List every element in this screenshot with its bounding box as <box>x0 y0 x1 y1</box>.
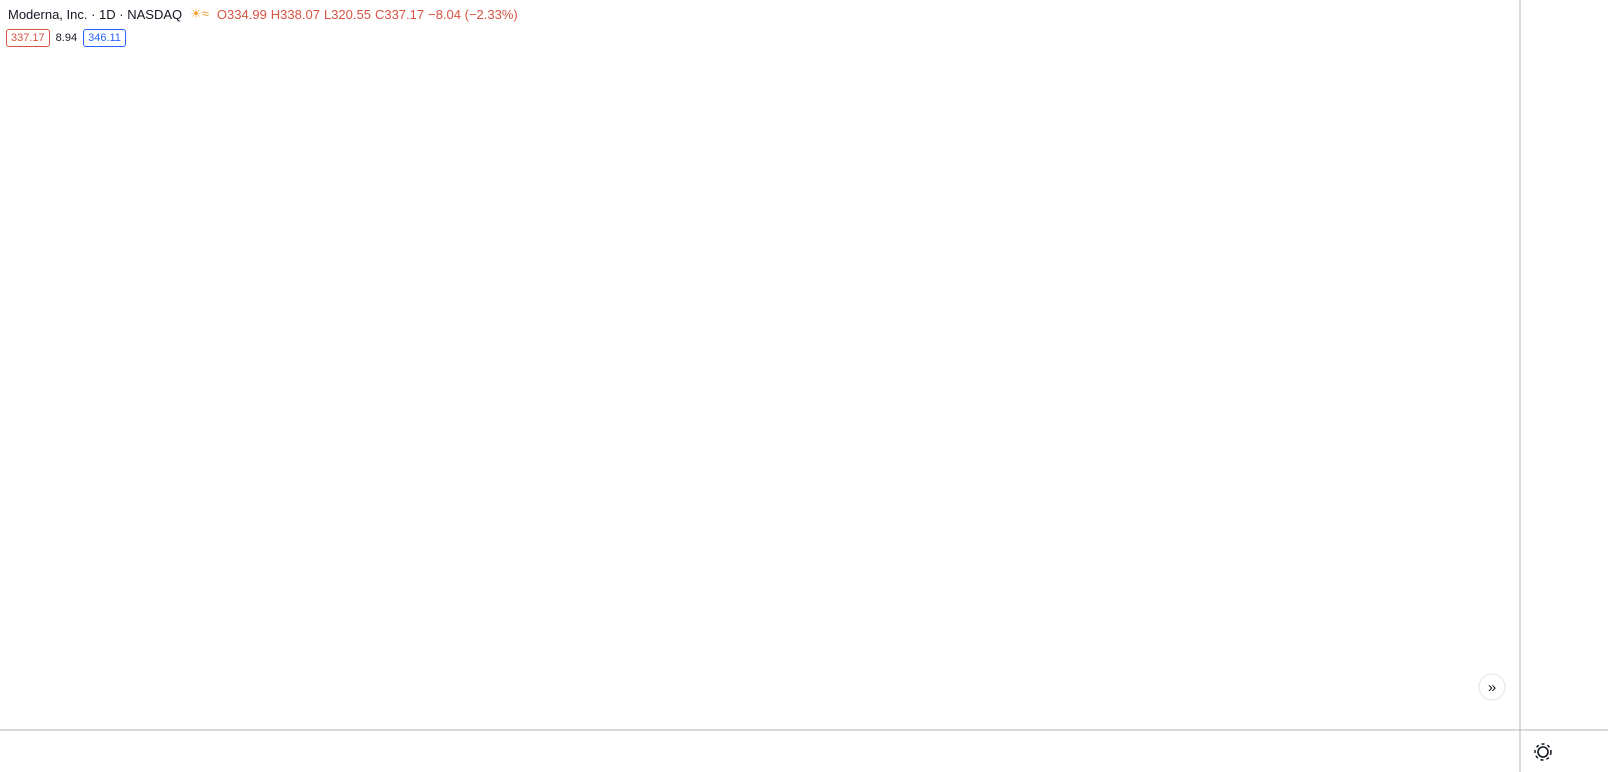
svg-text:»: » <box>1488 679 1496 696</box>
quote-open: O334.99 <box>216 6 267 22</box>
scroll-button[interactable]: » <box>1478 673 1506 701</box>
quote-high: H338.07 <box>270 6 320 22</box>
sell-price[interactable]: 337.17 <box>6 29 50 47</box>
quote-change: −8.04 (−2.33%) <box>428 6 518 22</box>
settings-icon[interactable] <box>1534 743 1552 761</box>
trade-boxes: 337.17 8.94 346.11 <box>6 29 126 47</box>
header: Moderna, Inc. · 1D · NASDAQ ☀≈ O334.99 H… <box>8 6 518 22</box>
buy-price[interactable]: 346.11 <box>83 29 126 47</box>
quote-low: L320.55 <box>323 6 371 22</box>
status-icons: ☀≈ <box>190 6 209 21</box>
quote-close: C337.17 <box>374 6 425 22</box>
symbol-title: Moderna, Inc. · 1D · NASDAQ <box>8 6 183 22</box>
spread: 8.94 <box>55 32 78 44</box>
